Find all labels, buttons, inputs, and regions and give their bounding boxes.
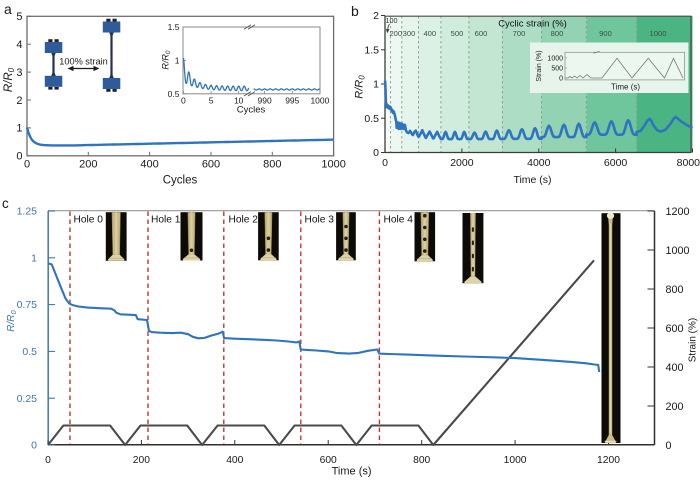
svg-text:200: 200 (79, 159, 97, 171)
svg-text:0.25: 0.25 (17, 393, 38, 405)
svg-text:1000: 1000 (504, 455, 527, 466)
svg-text:400: 400 (140, 159, 158, 171)
svg-text:0.5: 0.5 (22, 346, 37, 358)
svg-text:0: 0 (45, 455, 51, 466)
svg-text:0.75: 0.75 (17, 299, 38, 311)
svg-text:8000: 8000 (677, 157, 700, 169)
svg-text:1.25: 1.25 (17, 206, 38, 218)
svg-text:400: 400 (666, 362, 684, 374)
svg-text:4000: 4000 (527, 157, 551, 169)
svg-text:0.5: 0.5 (364, 113, 379, 125)
svg-text:Hole 3: Hole 3 (305, 214, 335, 225)
svg-text:10: 10 (234, 95, 244, 105)
svg-text:1200: 1200 (666, 206, 690, 218)
svg-text:2: 2 (16, 95, 22, 107)
svg-text:R/R0: R/R0 (6, 309, 18, 331)
svg-text:0: 0 (31, 440, 37, 452)
svg-text:1000: 1000 (650, 29, 667, 38)
svg-text:700: 700 (513, 29, 526, 38)
svg-text:400: 400 (423, 29, 436, 38)
svg-text:1.5: 1.5 (168, 22, 180, 32)
svg-text:Cyclic strain (%): Cyclic strain (%) (498, 19, 567, 30)
svg-text:800: 800 (263, 159, 281, 171)
svg-text:990: 990 (258, 95, 272, 105)
svg-text:0: 0 (181, 95, 186, 105)
svg-text:800: 800 (551, 29, 564, 38)
svg-text:R/R0: R/R0 (161, 50, 173, 70)
svg-text:400: 400 (226, 455, 243, 466)
svg-text:0.5: 0.5 (168, 89, 180, 99)
svg-text:3: 3 (16, 67, 22, 79)
svg-text:b: b (351, 3, 359, 19)
svg-text:0: 0 (382, 157, 388, 169)
svg-text:6000: 6000 (604, 157, 628, 169)
svg-text:Hole 0: Hole 0 (74, 214, 104, 225)
svg-text:1200: 1200 (597, 455, 620, 466)
svg-text:R/R0: R/R0 (354, 75, 367, 99)
svg-text:Cycles: Cycles (163, 175, 198, 187)
svg-text:Hole 4: Hole 4 (384, 214, 414, 225)
svg-text:995: 995 (285, 95, 299, 105)
svg-text:Strain (%): Strain (%) (536, 50, 543, 81)
svg-text:Hole 2: Hole 2 (229, 214, 259, 225)
svg-text:600: 600 (666, 323, 684, 335)
svg-text:1000: 1000 (310, 95, 329, 105)
svg-text:Hole 1: Hole 1 (151, 214, 181, 225)
svg-text:100: 100 (386, 16, 398, 25)
svg-text:5: 5 (16, 11, 22, 23)
svg-text:2: 2 (373, 10, 379, 22)
svg-text:600: 600 (475, 29, 488, 38)
svg-text:5: 5 (209, 95, 214, 105)
svg-text:1000: 1000 (547, 56, 563, 63)
svg-text:4: 4 (16, 39, 22, 51)
svg-text:600: 600 (202, 159, 220, 171)
svg-text:0: 0 (559, 76, 563, 83)
svg-text:1.5: 1.5 (364, 44, 379, 56)
svg-text:200: 200 (133, 455, 150, 466)
svg-text:Cycles: Cycles (237, 105, 266, 116)
svg-text:Time (s): Time (s) (332, 466, 372, 478)
svg-text:800: 800 (666, 284, 684, 296)
svg-text:1: 1 (175, 55, 180, 65)
svg-text:Time (s): Time (s) (513, 174, 551, 186)
svg-text:1: 1 (31, 252, 37, 264)
svg-text:1000: 1000 (666, 245, 690, 257)
svg-text:300: 300 (403, 29, 416, 38)
svg-text:1: 1 (16, 123, 22, 135)
svg-text:Time (s): Time (s) (611, 83, 640, 92)
svg-text:900: 900 (599, 29, 612, 38)
svg-text:100% strain: 100% strain (59, 57, 108, 67)
svg-text:0: 0 (373, 147, 379, 159)
svg-text:a: a (4, 1, 12, 17)
svg-text:0: 0 (16, 151, 22, 163)
svg-text:500: 500 (551, 66, 563, 73)
svg-text:600: 600 (320, 455, 337, 466)
svg-text:0: 0 (666, 440, 672, 452)
svg-text:Strain (%): Strain (%) (688, 318, 699, 362)
svg-text:R/R0: R/R0 (3, 67, 16, 92)
svg-text:800: 800 (413, 455, 430, 466)
svg-text:200: 200 (389, 29, 402, 38)
svg-text:c: c (2, 196, 9, 211)
svg-text:500: 500 (451, 29, 464, 38)
svg-text:1: 1 (373, 79, 379, 91)
svg-text:2000: 2000 (450, 157, 474, 169)
svg-text:200: 200 (666, 401, 684, 413)
svg-text:0: 0 (24, 159, 30, 171)
svg-text:1000: 1000 (321, 159, 345, 171)
